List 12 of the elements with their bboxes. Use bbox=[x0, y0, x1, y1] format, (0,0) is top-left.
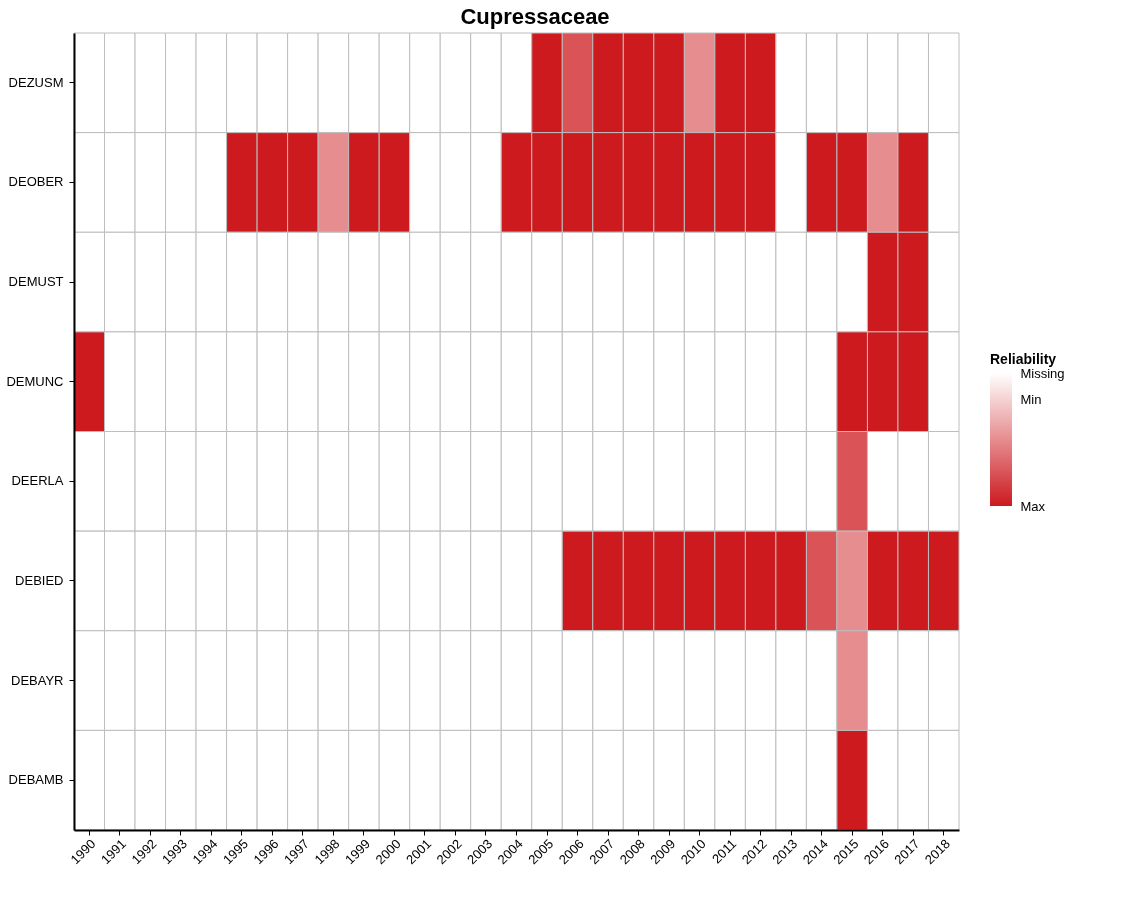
y-tick-label: DEMUST bbox=[8, 274, 64, 290]
legend-title: Reliability bbox=[990, 351, 1057, 367]
y-tick-label: DEOBER bbox=[8, 174, 64, 190]
chart-title: Cupressaceae bbox=[460, 3, 610, 29]
y-tick-label: DEBAYR bbox=[11, 672, 64, 688]
y-tick-label: DEZUSM bbox=[8, 74, 64, 90]
y-tick-label: DEBAMB bbox=[8, 772, 64, 788]
color-bar-label: Max bbox=[1020, 498, 1046, 514]
y-tick-label: DEMUNC bbox=[6, 373, 64, 389]
y-tick-label: DEBIED bbox=[15, 572, 64, 588]
y-tick-label: DEERLA bbox=[11, 473, 64, 489]
color-bar-label: Min bbox=[1020, 392, 1042, 408]
